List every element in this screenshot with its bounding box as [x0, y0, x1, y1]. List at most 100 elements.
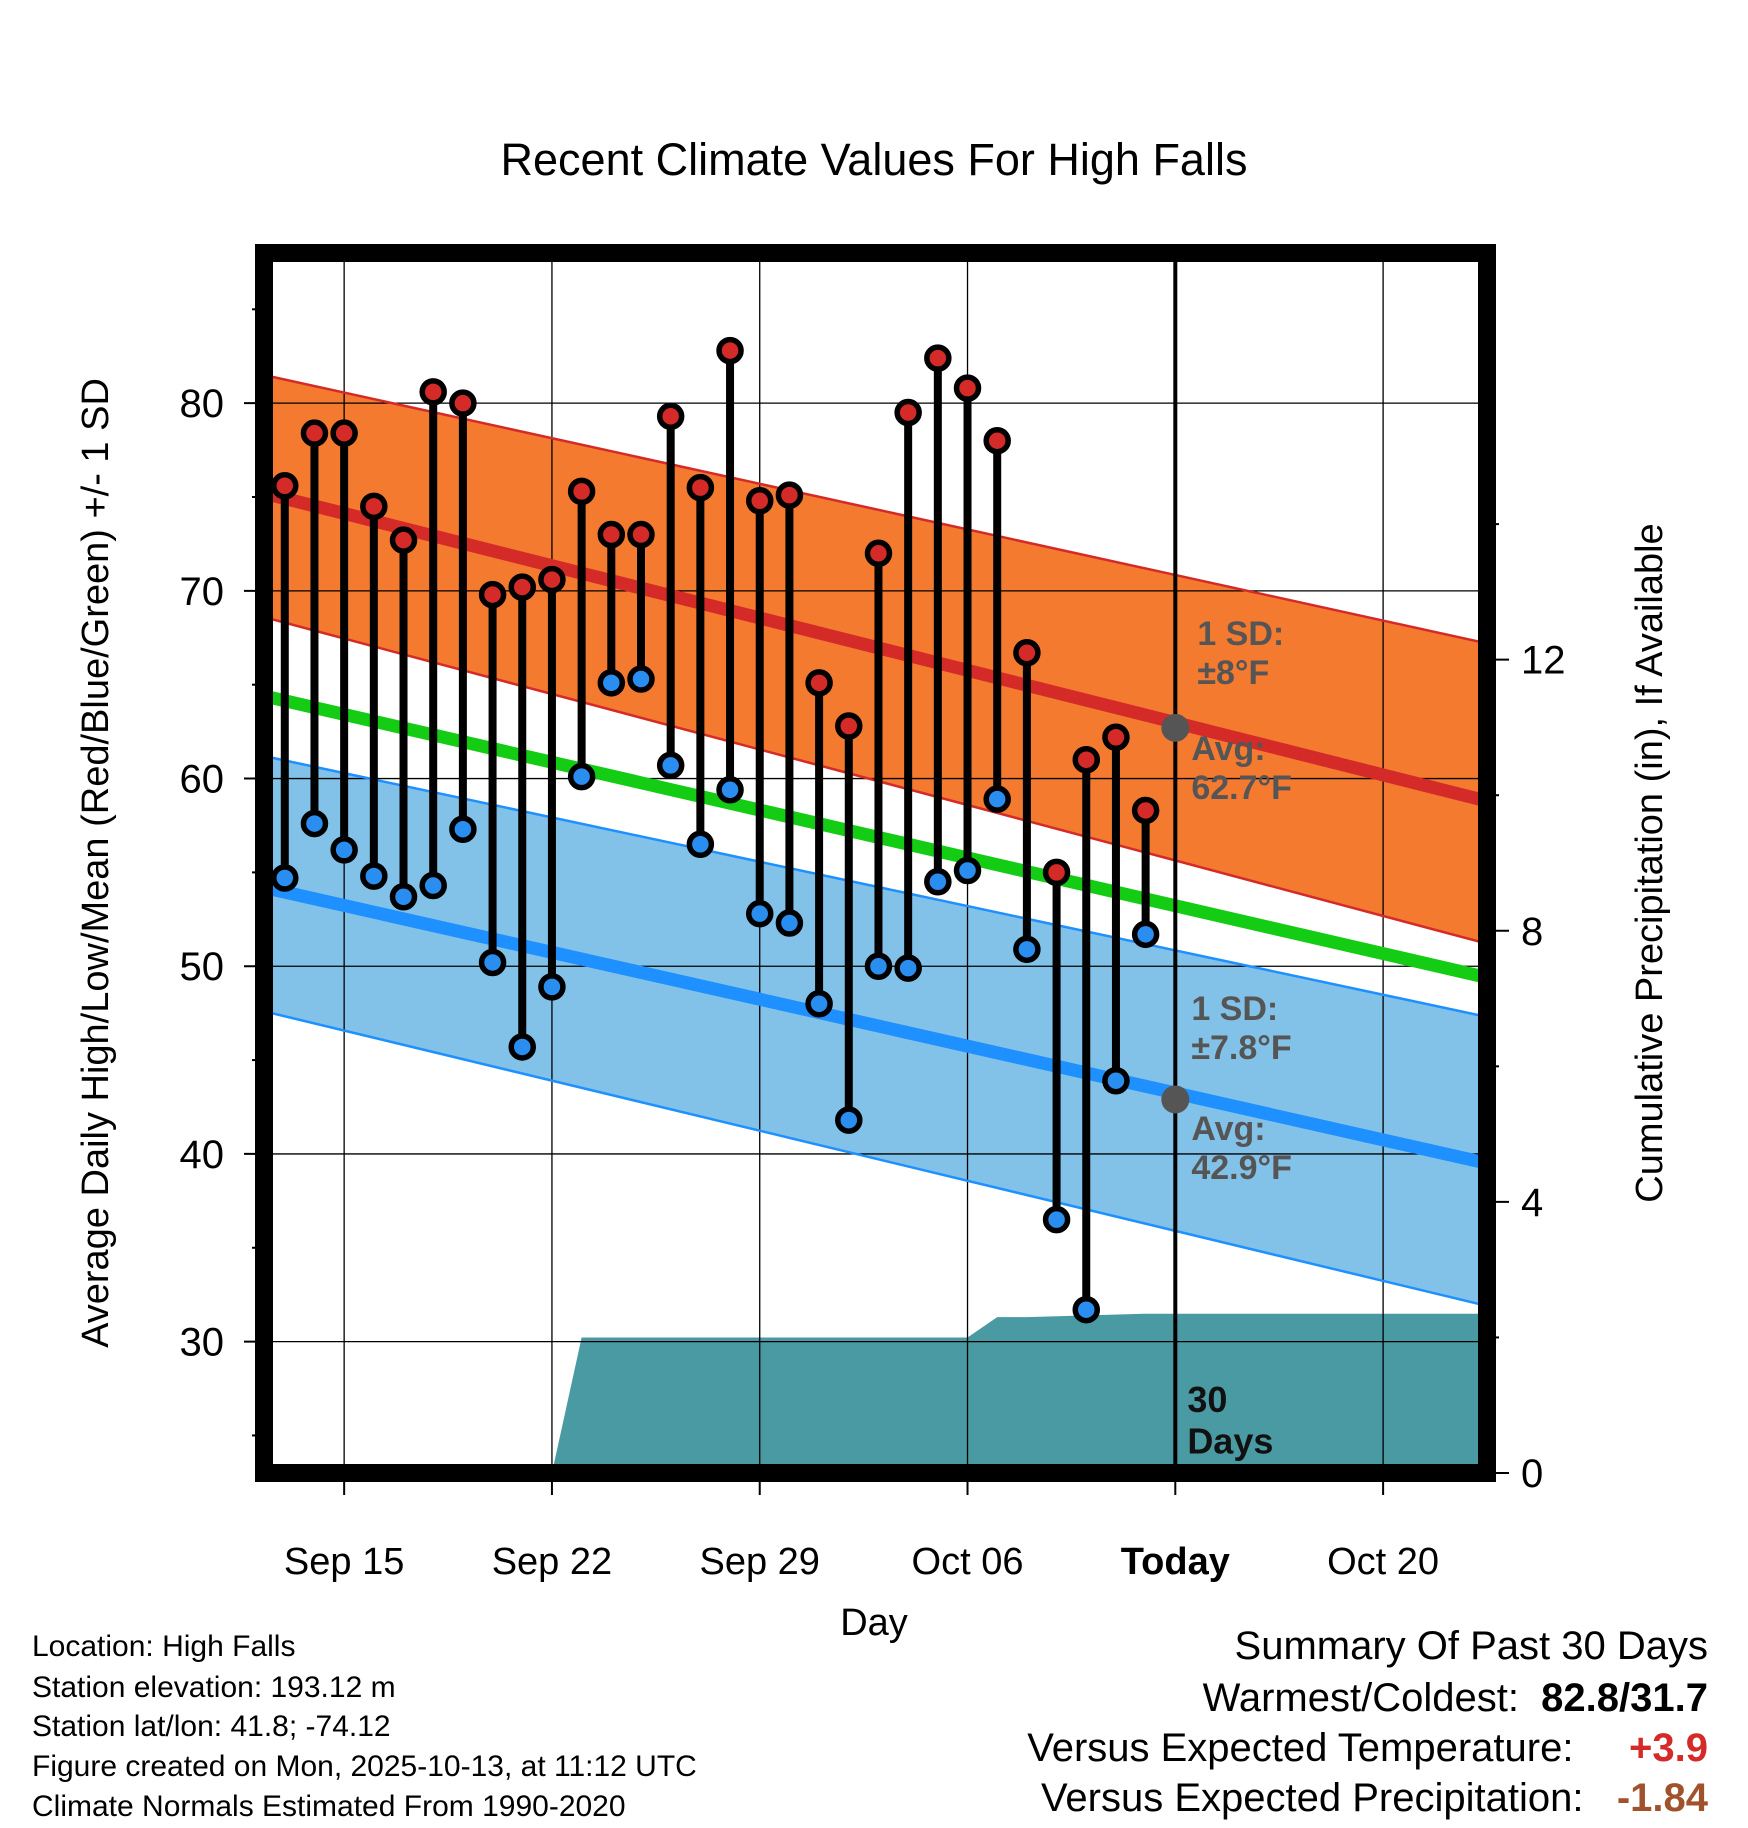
low-point [419, 871, 447, 900]
high-point [656, 402, 685, 431]
high-point [924, 344, 952, 372]
axes: 30 40 50 60 70 80 0 4 8 12 Sep 15 Sep 22 Sep 29 Oct 0… [180, 308, 1566, 1583]
high-point [449, 389, 477, 417]
low-point [1131, 920, 1160, 949]
y-tick-label: 60 [180, 758, 225, 802]
low-point [953, 856, 982, 885]
footer-location: Location: High Falls [32, 1630, 296, 1663]
high-avg-marker [1161, 713, 1190, 742]
low-point [508, 1033, 537, 1061]
high-point [389, 526, 418, 554]
high-avg-annotation: Avg: 62.7°F [1191, 730, 1292, 807]
high-point [716, 336, 744, 365]
summary-temp-label: Versus Expected Temperature: [1027, 1726, 1574, 1770]
low-point [478, 948, 507, 977]
plot-frame [255, 244, 1496, 1482]
footer-created: Figure created on Mon, 2025-10-13, at 11… [32, 1750, 697, 1783]
high-sd-upper-line [264, 373, 1487, 645]
y-tick-label: 70 [180, 570, 225, 614]
high-point [300, 419, 329, 447]
high-point [271, 471, 299, 500]
low-point [597, 669, 626, 697]
x-tick-label: Oct 06 [912, 1541, 1024, 1583]
y-tick-label: 50 [180, 945, 225, 989]
summary-temp-value: +3.9 [1629, 1726, 1708, 1770]
low-point [835, 1106, 863, 1134]
high-point [953, 374, 982, 402]
low-point [1072, 1295, 1101, 1324]
low-sd-annotation: 1 SD: ±7.8°F [1191, 990, 1291, 1067]
summary-warmest-label: Warmest/Coldest: [1202, 1676, 1519, 1720]
summary-warmest-value: 82.8/31.7 [1541, 1676, 1708, 1720]
summary-precip-value: -1.84 [1616, 1776, 1708, 1820]
high-point [330, 419, 358, 447]
low-point [300, 809, 329, 838]
high-point [567, 477, 596, 506]
low-point [627, 665, 655, 693]
high-point [835, 712, 863, 740]
high-point [1102, 723, 1130, 751]
y-tick-label: 30 [180, 1321, 225, 1365]
low-sd-lower-line [264, 1010, 1487, 1308]
x-tick-label: Sep 22 [492, 1541, 612, 1583]
summary-temp: Versus Expected Temperature: +3.9 [1027, 1728, 1708, 1768]
x-tick-label: Sep 29 [700, 1541, 820, 1583]
low-point [449, 815, 477, 843]
low-point [983, 785, 1011, 813]
low-point [894, 954, 922, 982]
low-point [775, 909, 804, 937]
high-point [419, 378, 447, 406]
y-tick-label: 80 [180, 382, 225, 426]
x-tick-label: Sep 15 [284, 1541, 404, 1583]
summary-title: Summary Of Past 30 Days [1234, 1624, 1708, 1668]
high-point [1042, 858, 1071, 887]
y-tick-label: 40 [180, 1133, 225, 1177]
low-point [686, 830, 715, 858]
high-point [775, 481, 804, 509]
low-point [864, 952, 893, 980]
y2-tick-label: 12 [1521, 639, 1566, 683]
low-point [656, 751, 685, 780]
y2-tick-label: 4 [1521, 1181, 1543, 1225]
y2-axis-label: Cumulative Precipitation (in), If Availa… [1629, 523, 1671, 1202]
x-axis-label: Day [840, 1602, 908, 1644]
high-point [627, 520, 655, 549]
high-point [894, 398, 922, 427]
plot-area: 1 SD: ±8°F Avg: 62.7°F 1 SD: ±7.8°F Avg: 42.9°F… [264, 253, 1487, 1473]
low-avg-marker [1161, 1085, 1190, 1114]
low-point [1013, 935, 1041, 964]
footer-normals: Climate Normals Estimated From 1990-2020 [32, 1790, 626, 1823]
y2-tick-label: 0 [1521, 1452, 1543, 1496]
low-point [745, 899, 774, 928]
low-point [1102, 1066, 1130, 1095]
y2-tick-label: 8 [1521, 910, 1543, 954]
high-point [1131, 796, 1160, 825]
high-point [805, 669, 833, 697]
x-tick-label: Today [1121, 1541, 1230, 1583]
high-point [686, 473, 715, 502]
high-sd-annotation: 1 SD: ±8°F [1197, 615, 1284, 692]
chart-title: Recent Climate Values For High Falls [501, 134, 1248, 185]
low-point [389, 883, 418, 911]
precip-area [551, 1313, 1487, 1473]
days-label: 30 Days [1187, 1379, 1273, 1461]
low-avg-line [264, 881, 1487, 1170]
high-point [1013, 639, 1041, 667]
high-point [983, 426, 1011, 455]
x-tick-label: Oct 20 [1327, 1541, 1439, 1583]
low-point [567, 762, 596, 791]
high-point [508, 573, 537, 601]
low-point [271, 864, 299, 892]
low-point [330, 836, 358, 864]
low-avg-annotation: Avg: 42.9°F [1191, 1110, 1292, 1187]
high-point [538, 565, 566, 594]
y-axis-label: Average Daily High/Low/Mean (Red/Blue/Gr… [75, 378, 117, 1348]
low-point [360, 862, 388, 890]
low-point [538, 973, 566, 1001]
footer-latlon: Station lat/lon: 41.8; -74.12 [32, 1710, 391, 1743]
high-point [745, 487, 774, 515]
low-point [716, 776, 744, 804]
summary-precip-label: Versus Expected Precipitation: [1040, 1776, 1584, 1820]
footer-elevation: Station elevation: 193.12 m [32, 1671, 396, 1704]
